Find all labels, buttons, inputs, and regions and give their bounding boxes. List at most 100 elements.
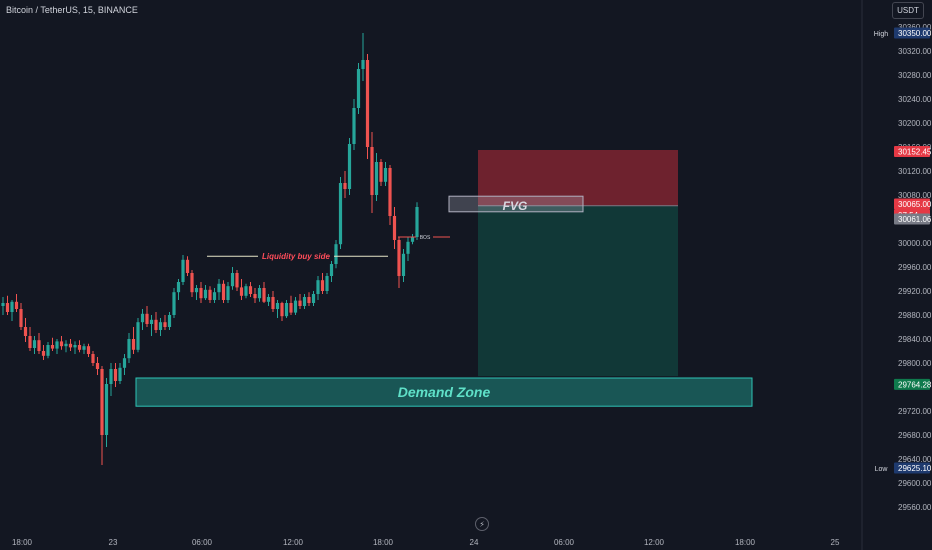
candle [226, 282, 230, 303]
candle-body [320, 280, 325, 291]
candle-body [149, 319, 154, 324]
candle [401, 249, 406, 282]
candle-body [181, 259, 185, 282]
x-tick-label-2: 06:00 [192, 538, 213, 547]
candle-body [10, 301, 14, 312]
candle [352, 99, 356, 150]
x-tick-label-0: 18:00 [12, 538, 33, 547]
candle [176, 279, 181, 300]
candle [194, 285, 199, 300]
candle [122, 354, 127, 375]
price-label-tag-bg [870, 28, 892, 38]
candle-body [113, 369, 118, 381]
candle [55, 339, 59, 354]
candle-body [176, 282, 181, 293]
price-label-5: 29764.28 [894, 378, 932, 390]
price-label-box [894, 378, 930, 390]
y-tick-label-8: 30000.00 [898, 239, 932, 248]
candle [68, 339, 73, 351]
currency-button[interactable]: USDT [892, 2, 924, 19]
y-tick-label-12: 29840.00 [898, 335, 932, 344]
x-tick-label-7: 12:00 [644, 538, 665, 547]
candle-body [266, 297, 271, 302]
candle-body [23, 327, 28, 336]
candle [104, 378, 109, 447]
candle-body [37, 340, 41, 351]
price-label-value: 29764.28 [898, 380, 932, 389]
candle [41, 345, 46, 360]
candle [410, 234, 415, 245]
candle [356, 63, 361, 114]
candle-body [167, 315, 172, 327]
candle-body [185, 259, 190, 273]
candle-body [158, 322, 163, 330]
candle [379, 159, 383, 186]
candle-body [289, 303, 293, 313]
candle [239, 279, 244, 300]
candle [113, 363, 118, 387]
candle-body [136, 322, 140, 350]
candle-body [145, 313, 149, 324]
demand-zone-box [135, 377, 753, 407]
candle-body [370, 147, 374, 195]
candle [257, 285, 262, 302]
candle-body [338, 183, 343, 245]
candle-body [365, 60, 370, 147]
price-label-2: 30065.00 [894, 198, 932, 210]
candle-body [203, 289, 208, 299]
candle-body [239, 287, 244, 296]
candle [118, 363, 122, 384]
x-tick-label-9: 25 [831, 538, 840, 547]
candle-body [352, 108, 356, 144]
candle [370, 132, 374, 213]
candle [100, 366, 104, 465]
y-tick-label-3: 30240.00 [898, 95, 932, 104]
candle [172, 288, 176, 318]
candle-body [82, 346, 86, 350]
candle [212, 288, 217, 303]
y-tick-label-15: 29680.00 [898, 431, 932, 440]
candle-body [284, 303, 289, 317]
candle [91, 351, 95, 366]
price-label-6: Low 29625.10 [870, 462, 932, 474]
candle [163, 315, 167, 330]
candle-body [199, 288, 203, 299]
candle [28, 327, 32, 351]
candle-body [217, 283, 221, 293]
candle-body [280, 303, 284, 317]
candle-body [55, 341, 59, 349]
candle-body [109, 369, 113, 384]
x-tick-label-4: 18:00 [373, 538, 394, 547]
candle [230, 267, 235, 290]
symbol-title: Bitcoin / TetherUS, 15, BINANCE [6, 5, 138, 15]
candle-body [406, 241, 410, 254]
candle [392, 207, 397, 249]
candle [388, 165, 392, 225]
candle [109, 363, 113, 396]
x-tick-label-3: 12:00 [283, 538, 304, 547]
candle [361, 33, 365, 81]
candle-body [397, 240, 401, 276]
price-label-box [894, 213, 930, 225]
candle [383, 162, 388, 186]
lightning-icon[interactable]: ⚡ [475, 517, 489, 531]
y-tick-label-1: 30320.00 [898, 47, 932, 56]
candle [244, 283, 248, 299]
candle [19, 303, 23, 330]
candle [329, 261, 334, 282]
candle-body [325, 276, 329, 291]
candle [185, 256, 190, 276]
candle-body [86, 346, 91, 354]
candle-body [172, 292, 176, 315]
candle-body [311, 294, 316, 303]
y-tick-label-10: 29920.00 [898, 287, 932, 296]
candle [73, 341, 77, 354]
candle-body [208, 289, 212, 300]
candle-body [361, 60, 365, 69]
candle-body [226, 286, 230, 300]
candle-body [262, 288, 266, 302]
candle-body [221, 283, 226, 300]
candle-body [32, 340, 37, 348]
candle [320, 273, 325, 294]
